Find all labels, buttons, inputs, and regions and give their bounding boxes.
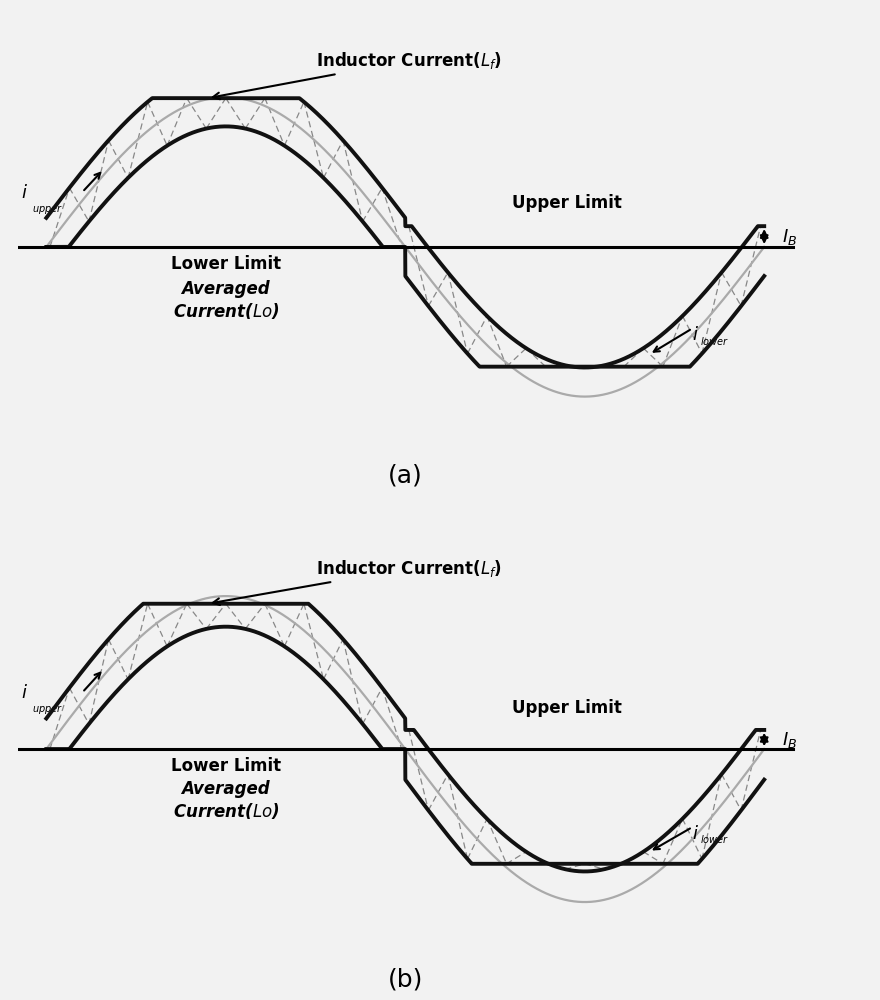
Text: Averaged
Current($Lo$): Averaged Current($Lo$) xyxy=(172,280,279,321)
Text: $i$: $i$ xyxy=(693,825,700,843)
Text: Inductor Current($L_f$): Inductor Current($L_f$) xyxy=(213,50,502,99)
Text: Lower Limit: Lower Limit xyxy=(171,757,281,775)
Text: Upper Limit: Upper Limit xyxy=(512,699,622,717)
Text: $_{upper}$: $_{upper}$ xyxy=(32,703,63,717)
Text: Inductor Current($L_f$): Inductor Current($L_f$) xyxy=(213,558,502,605)
Text: $i$: $i$ xyxy=(693,326,700,344)
Text: $i$: $i$ xyxy=(21,184,28,202)
Text: Upper Limit: Upper Limit xyxy=(512,194,622,212)
Text: Averaged
Current($Lo$): Averaged Current($Lo$) xyxy=(172,780,279,821)
Text: $I_B$: $I_B$ xyxy=(782,227,797,247)
Text: Lower Limit: Lower Limit xyxy=(171,255,281,273)
Text: $_{lower}$: $_{lower}$ xyxy=(700,334,729,348)
Text: (b): (b) xyxy=(387,967,423,991)
Text: $i$: $i$ xyxy=(21,684,28,702)
Text: $I_B$: $I_B$ xyxy=(782,730,797,750)
Text: $_{lower}$: $_{lower}$ xyxy=(700,832,729,846)
Text: $_{upper}$: $_{upper}$ xyxy=(32,203,63,217)
Text: (a): (a) xyxy=(388,463,422,487)
